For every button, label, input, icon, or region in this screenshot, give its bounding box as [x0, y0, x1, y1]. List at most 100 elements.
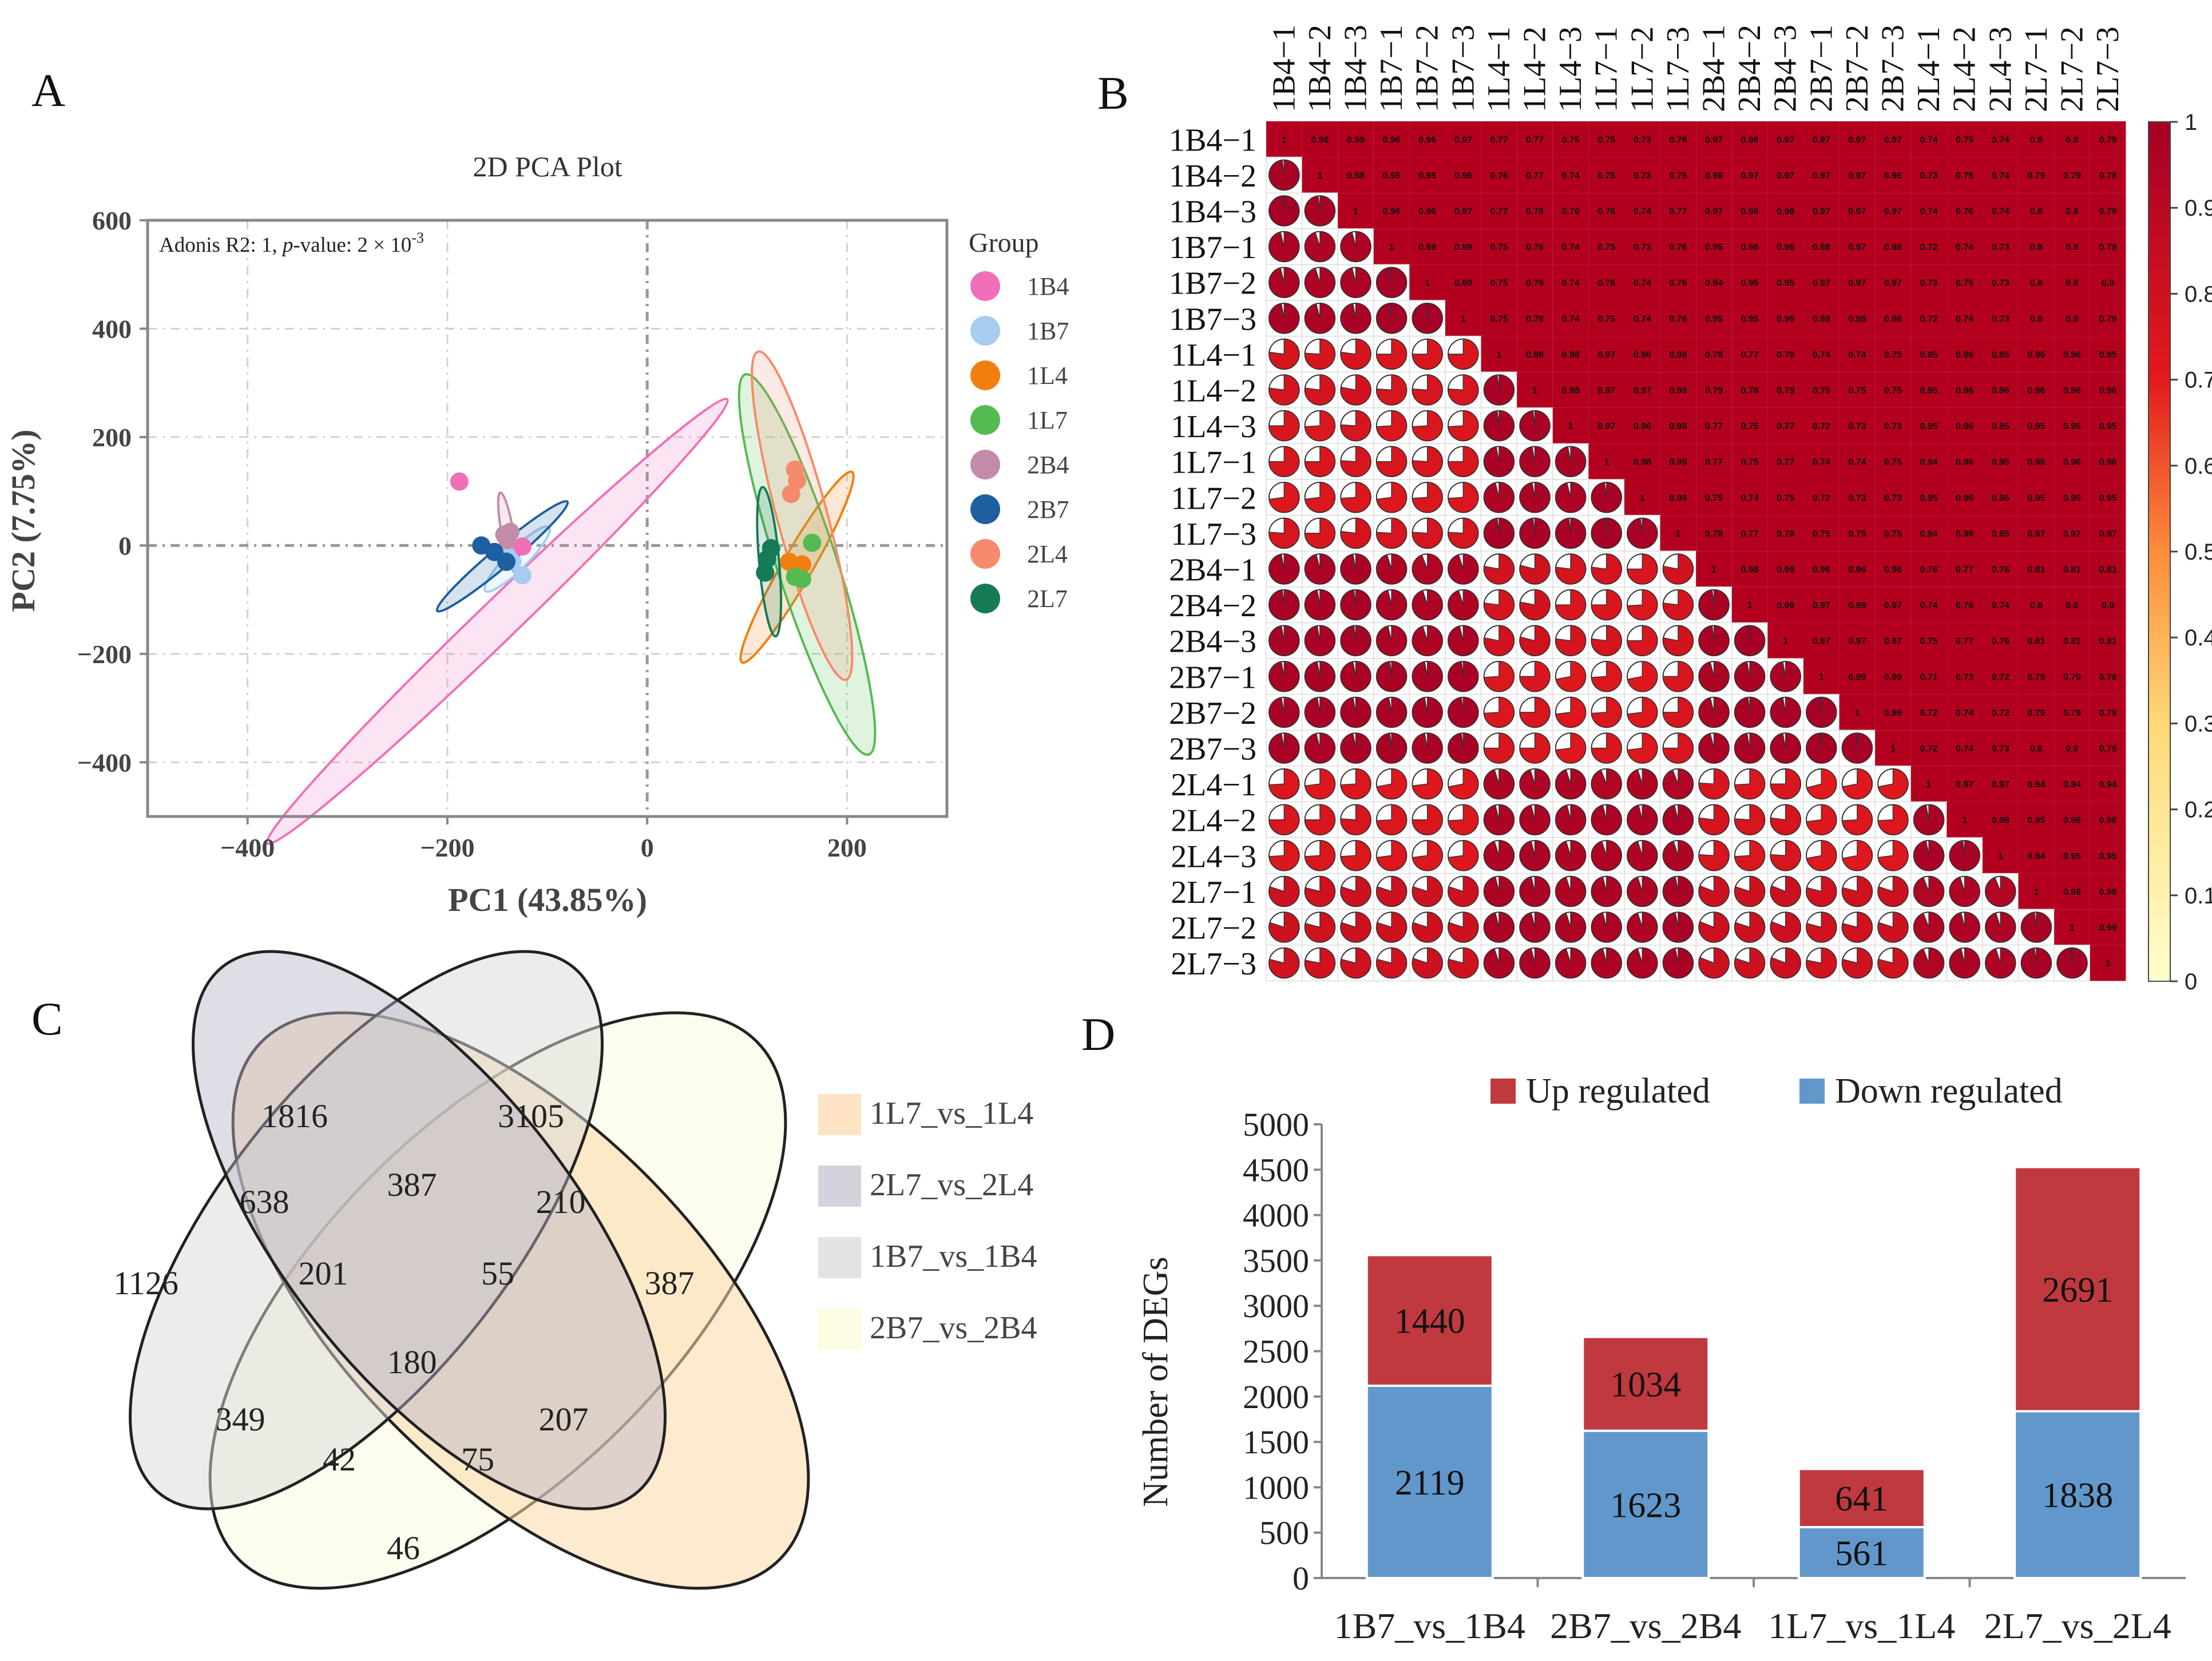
corr-cell — [1731, 515, 1768, 552]
corr-pie — [1340, 338, 1371, 370]
corr-cell — [1624, 372, 1660, 408]
corr-pie — [1340, 267, 1371, 298]
corr-pie — [1268, 267, 1300, 298]
corr-pie — [1376, 768, 1408, 800]
corr-value: 0.97 — [1813, 207, 1830, 217]
corr-pie — [1483, 661, 1515, 692]
corr-value: 0.8 — [2066, 314, 2078, 324]
pca-y-tick-label: 400 — [92, 314, 132, 343]
corr-value: 0.95 — [2027, 422, 2045, 431]
degs-category-label: 2B7_vs_2B4 — [1550, 1605, 1741, 1646]
corr-value: 0.73 — [1884, 493, 1902, 503]
corr-cell — [1875, 659, 1911, 695]
corr-value: 0.97 — [1454, 135, 1472, 145]
corr-pie — [1662, 804, 1694, 835]
pca-legend-title: Group — [969, 228, 1039, 258]
corr-pie — [1841, 948, 1873, 979]
corr-pie — [1412, 303, 1443, 334]
corr-cell — [2018, 730, 2055, 766]
corr-pie — [1555, 840, 1587, 871]
corr-value: 0.98 — [1741, 565, 1759, 575]
corr-cell — [1910, 766, 1947, 802]
corr-pie — [1376, 840, 1408, 871]
corr-value: 0.75 — [1705, 493, 1723, 503]
corr-cell — [1803, 157, 1840, 193]
corr-cell — [1696, 336, 1732, 372]
corr-pie — [1376, 625, 1408, 656]
corr-value: 0.97 — [1597, 422, 1615, 431]
corr-pie — [1376, 911, 1408, 943]
corr-value: 0.97 — [1813, 171, 1830, 181]
corr-pie — [1483, 410, 1515, 442]
pca-point-2B4 — [501, 522, 520, 541]
corr-pie — [1734, 625, 1766, 656]
corr-value: 0.79 — [2027, 672, 2045, 682]
corr-row-label: 2L7−1 — [1171, 875, 1256, 910]
corr-column-label: 2L7−2 — [2055, 26, 2090, 112]
corr-pie — [1519, 840, 1551, 871]
corr-value: 0.96 — [1418, 207, 1436, 217]
corr-value: 0.8 — [2066, 135, 2078, 145]
corr-cell — [2018, 407, 2055, 444]
corr-pie — [1985, 875, 2016, 907]
corr-cell — [1875, 300, 1911, 336]
corr-value: 1 — [1711, 565, 1717, 575]
corr-cell — [1373, 193, 1410, 229]
corr-value: 0.97 — [1813, 135, 1830, 145]
corr-pie — [1268, 410, 1300, 442]
corr-cell — [1839, 623, 1876, 659]
corr-pie — [1627, 875, 1658, 907]
corr-value: 0.74 — [1956, 708, 1973, 718]
corr-value: 0.81 — [2099, 637, 2117, 647]
corr-pie — [1304, 732, 1335, 764]
corr-pie — [1483, 589, 1515, 621]
corr-pie — [1627, 661, 1658, 692]
pca-point-2L4 — [788, 471, 807, 490]
corr-value: 0.96 — [1956, 422, 1973, 431]
corr-cell — [2018, 121, 2055, 157]
corr-cell — [1947, 730, 1983, 766]
pca-legend-marker-1B7 — [970, 316, 1000, 346]
corr-pie — [1268, 374, 1300, 406]
corr-value: 0.98 — [1669, 386, 1687, 396]
corr-cell — [1803, 193, 1840, 229]
pca-x-label: PC1 (43.85%) — [448, 881, 647, 918]
pca-points — [450, 460, 822, 589]
corr-pie — [1412, 911, 1443, 943]
corr-cell — [1983, 336, 2019, 372]
corr-cell — [1696, 372, 1732, 408]
corr-value: 0.8 — [2030, 744, 2043, 754]
corr-pie — [1806, 696, 1837, 728]
corr-value: 0.77 — [1490, 207, 1508, 217]
corr-column-label: 1B7−1 — [1374, 25, 1409, 112]
corr-cell — [1983, 479, 2019, 516]
corr-cell — [1875, 264, 1911, 300]
corr-cell — [1481, 336, 1517, 372]
corr-pie — [1376, 517, 1408, 549]
pca-legend-label: 2B7 — [1027, 495, 1069, 524]
corr-cell — [2090, 766, 2126, 802]
corr-pie — [1304, 911, 1335, 943]
degs-bar-value: 2691 — [2042, 1271, 2113, 1310]
corr-cell — [2054, 264, 2090, 300]
corr-value: 0.78 — [2099, 672, 2117, 682]
pca-legend-marker-2B4 — [970, 450, 1000, 479]
corr-value: 0.95 — [1418, 171, 1436, 181]
corr-cell — [1445, 228, 1481, 265]
corr-pie — [1448, 804, 1479, 835]
corr-value: 0.8 — [2030, 601, 2043, 611]
corr-value: 0.97 — [1884, 637, 1902, 647]
corr-pie — [1662, 589, 1694, 621]
corr-cell — [2018, 479, 2055, 516]
corr-cell — [1947, 121, 1983, 157]
colorbar-tick-label: 0.1 — [2185, 883, 2212, 909]
corr-pie — [1770, 911, 1801, 943]
corr-cell — [1803, 372, 1840, 408]
corr-pie — [1268, 696, 1300, 728]
corr-pie — [1448, 732, 1479, 764]
corr-pie — [1627, 696, 1658, 728]
venn-count: 207 — [539, 1401, 589, 1438]
corr-pie — [1340, 768, 1371, 800]
corr-column-label: 2B4−1 — [1696, 25, 1732, 112]
corr-value: 0.74 — [1634, 279, 1651, 288]
